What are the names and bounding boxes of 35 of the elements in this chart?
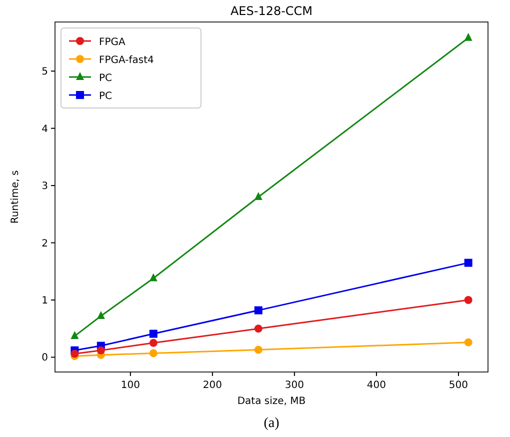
legend-label: PC xyxy=(99,91,112,102)
point xyxy=(464,296,472,304)
point xyxy=(464,32,472,41)
y-tick-label: 0 xyxy=(42,352,48,364)
x-tick-label: 300 xyxy=(284,380,304,391)
y-tick-label: 4 xyxy=(42,124,48,135)
x-tick-label: 100 xyxy=(120,380,140,391)
y-tick-label: 5 xyxy=(42,66,48,78)
x-tick-label: 200 xyxy=(202,380,222,391)
point xyxy=(149,338,158,347)
point xyxy=(149,330,158,338)
point xyxy=(70,331,79,340)
x-tick-label: 500 xyxy=(448,380,468,391)
y-axis-title: Runtime, s xyxy=(10,170,21,224)
legend-label: FPGA-fast4 xyxy=(99,55,154,66)
point xyxy=(70,350,79,358)
point xyxy=(464,338,472,346)
text: (a) xyxy=(264,416,280,431)
point xyxy=(254,346,262,354)
point xyxy=(254,192,262,200)
y-tick-label: 2 xyxy=(42,238,48,250)
point xyxy=(464,258,472,267)
point xyxy=(254,306,262,314)
y-tick-label: 3 xyxy=(42,181,48,192)
point xyxy=(149,349,158,358)
legend-label: FPGA xyxy=(99,37,126,48)
point xyxy=(96,311,105,320)
point xyxy=(96,346,105,354)
point xyxy=(149,273,158,282)
legend-label: PC xyxy=(99,73,112,84)
point xyxy=(254,324,262,333)
y-tick-label: 1 xyxy=(42,296,48,307)
x-tick-label: 400 xyxy=(366,380,386,391)
chart-title: AES-128-CCM xyxy=(230,4,313,18)
x-axis-title: Data size, MB xyxy=(237,396,306,407)
